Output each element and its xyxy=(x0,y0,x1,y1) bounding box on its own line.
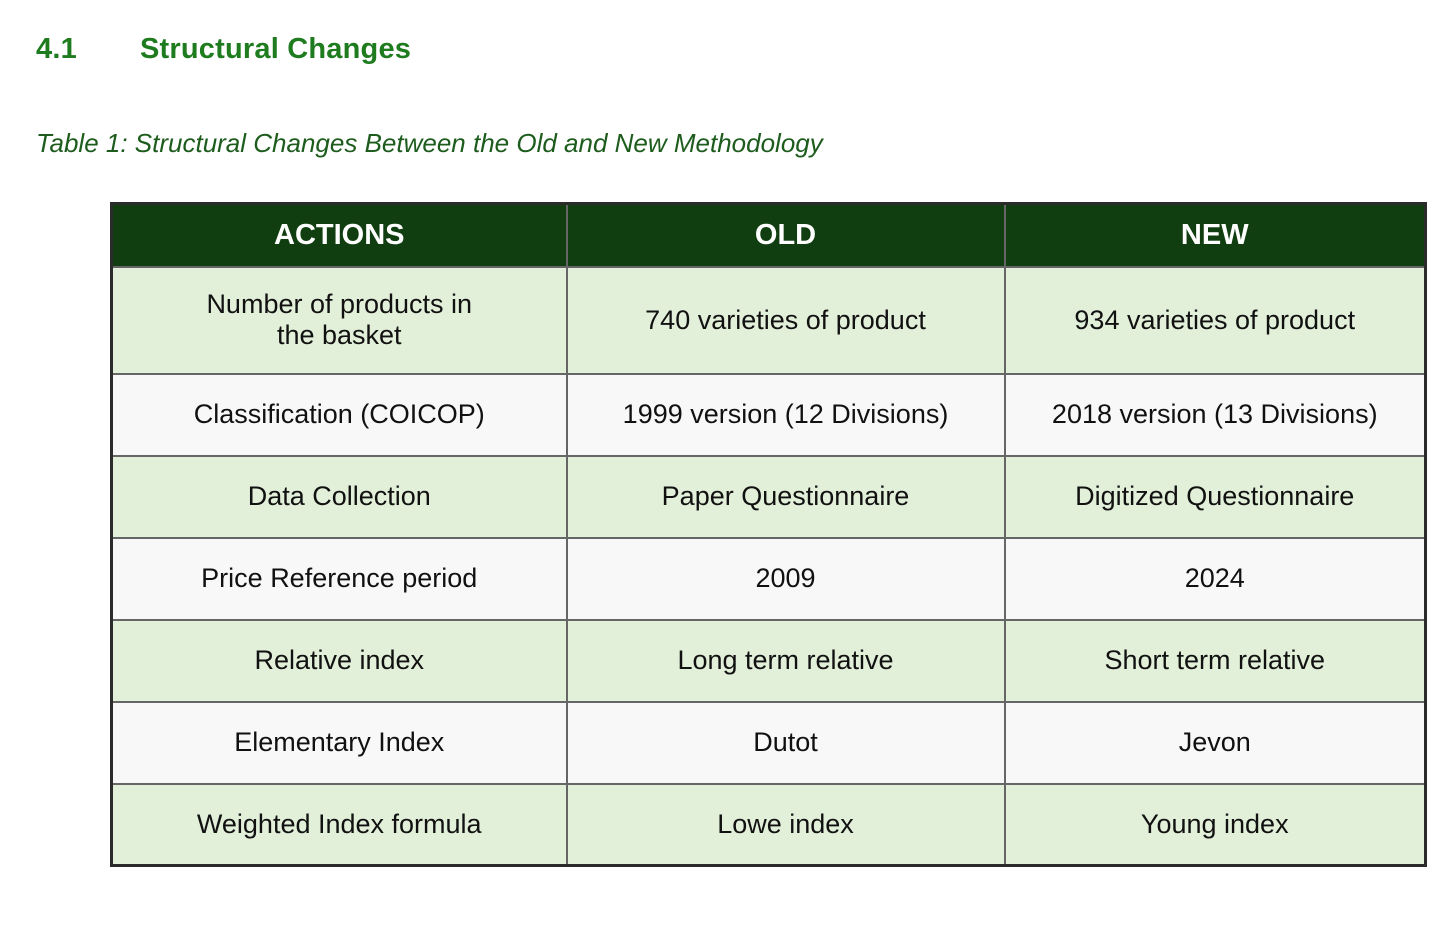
table-body: Number of products in the basket 740 vari… xyxy=(110,265,1427,867)
cell-action: Weighted Index formula xyxy=(110,782,568,867)
table-caption: Table 1: Structural Changes Between the … xyxy=(36,128,823,158)
table-header: ACTIONS OLD NEW xyxy=(110,202,1427,268)
cell-old: 740 varieties of product xyxy=(565,265,1006,375)
section-heading: 4.1 Structural Changes xyxy=(36,33,1456,66)
cell-new: Short term relative xyxy=(1003,618,1427,703)
table-row: Weighted Index formula Lowe index Young in… xyxy=(110,782,1427,867)
cell-new: 934 varieties of product xyxy=(1003,265,1427,375)
cell-old: Long term relative xyxy=(565,618,1006,703)
table-row: Relative index Long term relative Short te… xyxy=(110,618,1427,703)
structural-changes-table: ACTIONS OLD NEW Number of products in th… xyxy=(110,202,1427,867)
header-row: ACTIONS OLD NEW xyxy=(110,202,1427,268)
column-header-old: OLD xyxy=(565,202,1006,268)
cell-action: Number of products in the basket xyxy=(110,265,568,375)
cell-action: Classification (COICOP) xyxy=(110,372,568,457)
cell-action: Relative index xyxy=(110,618,568,703)
cell-new: Digitized Questionnaire xyxy=(1003,454,1427,539)
table-row: Data Collection Paper Questionnaire Digiti… xyxy=(110,454,1427,539)
column-header-new: NEW xyxy=(1003,202,1427,268)
cell-new: 2024 xyxy=(1003,536,1427,621)
cell-old: Paper Questionnaire xyxy=(565,454,1006,539)
cell-old: 2009 xyxy=(565,536,1006,621)
cell-new: Young index xyxy=(1003,782,1427,867)
table-row: Price Reference period 2009 2024 xyxy=(110,536,1427,621)
section-number: 4.1 xyxy=(36,33,77,65)
cell-old: 1999 version (12 Divisions) xyxy=(565,372,1006,457)
cell-action: Price Reference period xyxy=(110,536,568,621)
cell-new: 2018 version (13 Divisions) xyxy=(1003,372,1427,457)
cell-old: Dutot xyxy=(565,700,1006,785)
cell-action: Elementary Index xyxy=(110,700,568,785)
cell-old: Lowe index xyxy=(565,782,1006,867)
table-row: Elementary Index Dutot Jevon xyxy=(110,700,1427,785)
table-row: Classification (COICOP) 1999 version (12 … xyxy=(110,372,1427,457)
cell-action: Data Collection xyxy=(110,454,568,539)
section-title: Structural Changes xyxy=(140,33,412,65)
cell-new: Jevon xyxy=(1003,700,1427,785)
table-row: Number of products in the basket 740 vari… xyxy=(110,265,1427,375)
column-header-actions: ACTIONS xyxy=(110,202,568,268)
